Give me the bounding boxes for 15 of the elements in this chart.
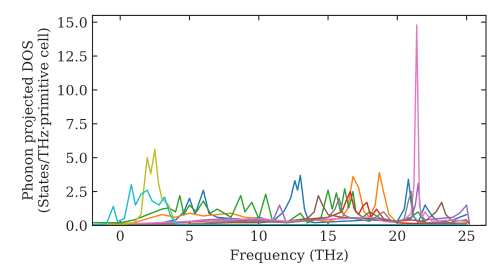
x-tick-label: 15 (320, 230, 336, 242)
y-tick-label: 5.0 (66, 152, 87, 164)
x-axis-title: Frequency (THz) (230, 249, 348, 263)
y-tick-label: 2.5 (66, 186, 87, 198)
y-tick-label: 0.0 (66, 220, 87, 231)
y-tick-label: 10.0 (58, 84, 87, 96)
x-tick-label: 5 (186, 230, 193, 242)
y-tick-label: 15.0 (58, 17, 87, 28)
y-axis-title: Phonon projected DOS (States/THz·primitive cell) (22, 28, 52, 212)
y-tick-label: 7.5 (66, 118, 87, 130)
y-tick-label: 12.5 (58, 51, 87, 62)
x-tick-label: 25 (458, 230, 474, 242)
x-tick-label: 20 (389, 230, 406, 242)
x-tick-label: 0 (116, 230, 124, 242)
x-tick-label: 10 (252, 230, 267, 242)
